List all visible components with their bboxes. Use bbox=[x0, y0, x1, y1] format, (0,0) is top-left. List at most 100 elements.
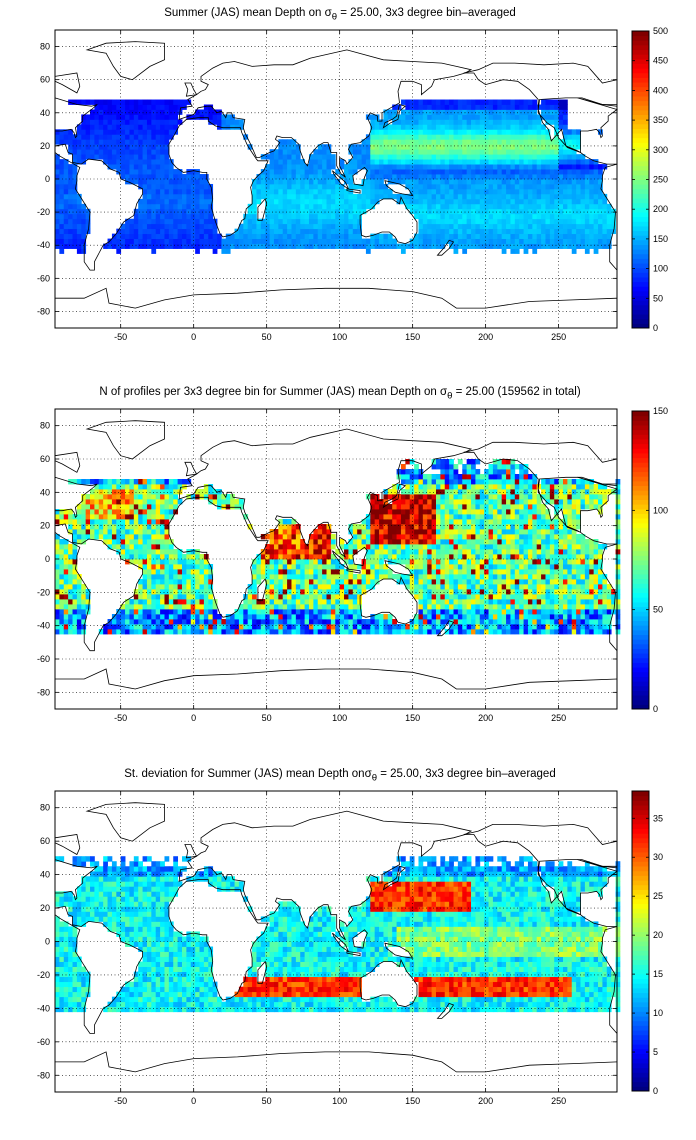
data-cell bbox=[514, 203, 520, 210]
data-cell bbox=[554, 99, 560, 105]
data-cell bbox=[295, 609, 301, 615]
data-cell bbox=[471, 149, 476, 155]
data-cell bbox=[580, 238, 586, 244]
data-cell bbox=[247, 619, 253, 625]
data-cell bbox=[146, 114, 152, 120]
data-cell bbox=[63, 238, 69, 244]
data-cell bbox=[182, 203, 187, 210]
data-cell bbox=[151, 579, 157, 585]
data-cell bbox=[519, 119, 524, 125]
data-cell bbox=[326, 534, 332, 540]
data-cell bbox=[532, 154, 538, 160]
data-cell bbox=[247, 243, 253, 249]
data-cell bbox=[168, 223, 174, 230]
data-cell bbox=[90, 129, 95, 135]
data-cell bbox=[160, 198, 165, 205]
data-cell bbox=[606, 223, 612, 230]
data-cell bbox=[449, 494, 454, 500]
data-cell bbox=[212, 499, 218, 505]
data-cell bbox=[462, 504, 468, 510]
data-cell bbox=[405, 579, 411, 585]
data-cell bbox=[308, 164, 314, 170]
data-cell bbox=[155, 559, 161, 565]
data-cell bbox=[317, 549, 323, 555]
data-cell bbox=[365, 544, 371, 550]
data-cell bbox=[151, 574, 157, 580]
data-cell bbox=[317, 144, 323, 150]
data-cell bbox=[155, 109, 161, 115]
data-cell bbox=[138, 579, 143, 585]
data-cell bbox=[155, 509, 161, 515]
data-cell bbox=[243, 629, 249, 635]
data-cell bbox=[160, 183, 165, 190]
data-cell bbox=[479, 114, 485, 120]
data-cell bbox=[427, 584, 433, 590]
data-cell bbox=[379, 233, 384, 239]
data-cell bbox=[273, 183, 279, 190]
data-cell bbox=[151, 174, 157, 180]
data-cell bbox=[471, 223, 476, 230]
data-cell bbox=[576, 183, 581, 190]
data-cell bbox=[554, 203, 560, 210]
data-cell bbox=[409, 564, 415, 570]
coastline bbox=[332, 170, 350, 190]
data-cell bbox=[370, 534, 376, 540]
data-cell bbox=[462, 223, 468, 230]
data-cell bbox=[589, 198, 595, 205]
data-cell bbox=[252, 569, 257, 575]
data-cell bbox=[405, 124, 411, 130]
data-cell bbox=[164, 579, 170, 585]
data-cell bbox=[567, 228, 573, 235]
data-cell bbox=[111, 629, 117, 635]
data-cell bbox=[466, 129, 472, 135]
data-cell bbox=[427, 154, 433, 160]
data-cell bbox=[383, 193, 389, 200]
data-cell bbox=[576, 218, 581, 225]
data-cell bbox=[462, 554, 468, 560]
data-cell bbox=[422, 193, 428, 200]
data-cell bbox=[554, 179, 560, 185]
data-cell bbox=[282, 624, 288, 630]
data-cell bbox=[278, 169, 284, 175]
data-cell bbox=[155, 223, 161, 230]
data-cell bbox=[453, 559, 459, 565]
data-cell bbox=[562, 139, 568, 145]
data-cell bbox=[422, 159, 428, 165]
data-cell bbox=[160, 124, 165, 130]
data-cell bbox=[344, 599, 349, 605]
data-cell bbox=[282, 539, 288, 545]
data-cell bbox=[453, 624, 459, 630]
data-cell bbox=[326, 549, 332, 555]
colorbar-step bbox=[632, 147, 649, 153]
data-cell bbox=[571, 198, 577, 205]
data-cell bbox=[278, 614, 284, 620]
data-cell bbox=[576, 169, 581, 175]
data-cell bbox=[545, 139, 551, 145]
data-cell bbox=[265, 164, 270, 170]
data-cell bbox=[186, 179, 192, 185]
data-cell bbox=[72, 164, 78, 170]
data-cell bbox=[532, 233, 538, 239]
data-cell bbox=[492, 129, 498, 135]
data-cell bbox=[72, 609, 78, 615]
data-cell bbox=[453, 539, 459, 545]
data-cell bbox=[265, 614, 270, 620]
data-cell bbox=[287, 149, 292, 155]
data-cell bbox=[55, 129, 60, 135]
data-cell bbox=[269, 154, 275, 160]
colorbar-step bbox=[632, 109, 649, 116]
data-cell bbox=[59, 183, 65, 190]
data-cell bbox=[589, 238, 595, 244]
data-cell bbox=[580, 203, 586, 210]
data-cell bbox=[146, 529, 152, 535]
data-cell bbox=[484, 228, 489, 235]
data-cell bbox=[195, 554, 200, 560]
data-cell bbox=[68, 579, 73, 585]
data-cell bbox=[120, 223, 126, 230]
data-cell bbox=[365, 569, 371, 575]
data-cell bbox=[339, 159, 345, 165]
data-cell bbox=[431, 233, 437, 239]
data-cell bbox=[282, 564, 288, 570]
data-cell bbox=[199, 183, 205, 190]
data-cell bbox=[326, 609, 332, 615]
